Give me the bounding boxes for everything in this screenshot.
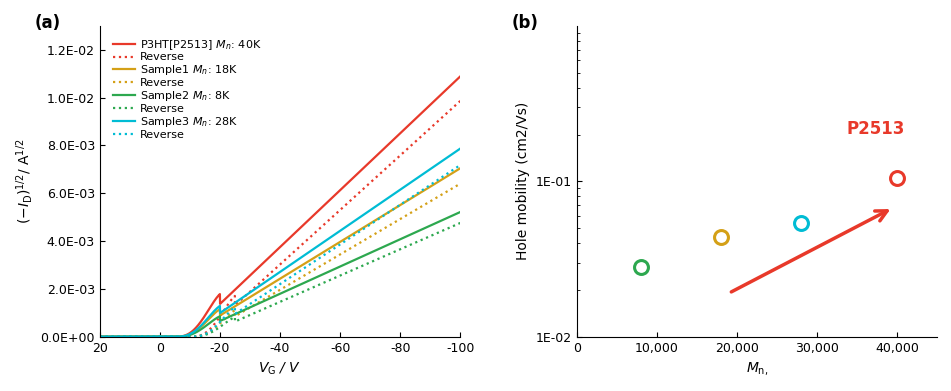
Reverse (378, 254, 389, 259)
Sample2 $M_n$: 8K: (-96.5, 0.00501): 8K: (-96.5, 0.00501) (444, 215, 456, 219)
Reverse (444, 108, 456, 113)
Sample1 $M_n$: 18K: (-96.5, 0.00677): 18K: (-96.5, 0.00677) (444, 172, 456, 177)
Sample1 $M_n$: 18K: (-100, 0.00705): 18K: (-100, 0.00705) (455, 166, 466, 170)
Sample3 $M_n$: 28K: (-96.5, 0.00757): 28K: (-96.5, 0.00757) (444, 153, 456, 158)
Sample1 $M_n$: 18K: (20, 0): 18K: (20, 0) (94, 334, 106, 339)
Reverse (444, 225, 456, 230)
Sample3 $M_n$: 28K: (-96.5, 0.00756): 28K: (-96.5, 0.00756) (444, 154, 456, 158)
Sample3 $M_n$: 28K: (-100, 0.00787): 28K: (-100, 0.00787) (455, 146, 466, 151)
Sample2 $M_n$: 8K: (-35.2, 0.00152): 8K: (-35.2, 0.00152) (260, 298, 271, 303)
P3HT[P2513] $M_n$: 40K: (-35.2, 0.00317): 40K: (-35.2, 0.00317) (260, 258, 271, 263)
Y-axis label: Hole mobility (cm2/Vs): Hole mobility (cm2/Vs) (516, 102, 530, 260)
Reverse (378, 168, 389, 173)
Reverse (260, 306, 271, 310)
Reverse (94, 334, 106, 339)
Sample2 $M_n$: 8K: (-74.5, 0.00376): 8K: (-74.5, 0.00376) (378, 244, 389, 249)
P3HT[P2513] $M_n$: 40K: (-96.5, 0.0105): 40K: (-96.5, 0.0105) (444, 84, 456, 89)
Sample1 $M_n$: 18K: (-35.2, 0.00205): 18K: (-35.2, 0.00205) (260, 285, 271, 290)
Reverse (444, 170, 456, 174)
Line: Reverse: Reverse (100, 223, 460, 337)
P3HT[P2513] $M_n$: 40K: (-96.5, 0.0105): 40K: (-96.5, 0.0105) (444, 84, 456, 89)
Reverse (260, 291, 271, 296)
Sample1 $M_n$: 18K: (-38.3, 0.0023): 18K: (-38.3, 0.0023) (269, 280, 281, 284)
P3HT[P2513] $M_n$: 40K: (-100, 0.0109): 40K: (-100, 0.0109) (455, 74, 466, 79)
Sample3 $M_n$: 28K: (13.9, 0): 28K: (13.9, 0) (112, 334, 124, 339)
Reverse (269, 285, 281, 290)
P3HT[P2513] $M_n$: 40K: (-38.3, 0.00355): 40K: (-38.3, 0.00355) (269, 249, 281, 254)
Sample1 $M_n$: 18K: (-96.5, 0.00678): 18K: (-96.5, 0.00678) (444, 172, 456, 177)
Y-axis label: $(-I_\mathrm{D})^{1/2}$/ A$^{1/2}$: $(-I_\mathrm{D})^{1/2}$/ A$^{1/2}$ (14, 139, 35, 224)
Reverse (94, 334, 106, 339)
Reverse (455, 221, 466, 225)
Reverse (260, 296, 271, 301)
Reverse (444, 225, 456, 230)
Reverse (444, 188, 456, 192)
Sample3 $M_n$: 28K: (-38.3, 0.00257): 28K: (-38.3, 0.00257) (269, 273, 281, 278)
Reverse (112, 334, 124, 339)
Text: P2513: P2513 (846, 120, 905, 138)
Reverse (112, 334, 124, 339)
Reverse (455, 181, 466, 186)
Reverse (455, 163, 466, 167)
Sample2 $M_n$: 8K: (-100, 0.00522): 8K: (-100, 0.00522) (455, 210, 466, 214)
Line: Reverse: Reverse (100, 184, 460, 337)
Line: Sample1 $M_n$: 18K: Sample1 $M_n$: 18K (100, 168, 460, 337)
Line: P3HT[P2513] $M_n$: 40K: P3HT[P2513] $M_n$: 40K (100, 76, 460, 337)
Line: Reverse: Reverse (100, 165, 460, 337)
Reverse (269, 291, 281, 295)
Reverse (378, 213, 389, 218)
Reverse (94, 334, 106, 339)
P3HT[P2513] $M_n$: 40K: (-74.5, 0.00785): 40K: (-74.5, 0.00785) (378, 147, 389, 151)
Sample3 $M_n$: 28K: (-74.5, 0.00567): 28K: (-74.5, 0.00567) (378, 199, 389, 203)
Sample2 $M_n$: 8K: (20, 0): 8K: (20, 0) (94, 334, 106, 339)
Sample2 $M_n$: 8K: (-38.3, 0.0017): 8K: (-38.3, 0.0017) (269, 294, 281, 298)
Line: Reverse: Reverse (100, 101, 460, 337)
Reverse (378, 226, 389, 231)
Reverse (269, 302, 281, 307)
Reverse (112, 334, 124, 339)
Sample3 $M_n$: 28K: (-35.2, 0.00229): 28K: (-35.2, 0.00229) (260, 280, 271, 284)
Text: (a): (a) (35, 14, 61, 32)
Reverse (260, 275, 271, 280)
Reverse (444, 108, 456, 113)
Sample3 $M_n$: 28K: (20, 0): 28K: (20, 0) (94, 334, 106, 339)
Reverse (112, 334, 124, 339)
Reverse (444, 170, 456, 174)
Reverse (269, 267, 281, 271)
Sample1 $M_n$: 18K: (-74.5, 0.00508): 18K: (-74.5, 0.00508) (378, 213, 389, 217)
X-axis label: $V_\mathrm{G}$ / V: $V_\mathrm{G}$ / V (259, 360, 301, 377)
Reverse (444, 188, 456, 192)
Line: Sample3 $M_n$: 28K: Sample3 $M_n$: 28K (100, 149, 460, 337)
Text: (b): (b) (512, 14, 538, 32)
P3HT[P2513] $M_n$: 40K: (20, 0): 40K: (20, 0) (94, 334, 106, 339)
Reverse (455, 99, 466, 103)
X-axis label: $M_\mathrm{n,}$: $M_\mathrm{n,}$ (746, 360, 768, 377)
Line: Sample2 $M_n$: 8K: Sample2 $M_n$: 8K (100, 212, 460, 337)
Legend: P3HT[P2513] $M_n$: 40K, Reverse, Sample1 $M_n$: 18K, Reverse, Sample2 $M_n$: 8K,: P3HT[P2513] $M_n$: 40K, Reverse, Sample1… (112, 38, 262, 140)
Sample2 $M_n$: 8K: (13.9, 0): 8K: (13.9, 0) (112, 334, 124, 339)
P3HT[P2513] $M_n$: 40K: (13.9, 0): 40K: (13.9, 0) (112, 334, 124, 339)
Sample2 $M_n$: 8K: (-96.5, 0.00502): 8K: (-96.5, 0.00502) (444, 214, 456, 219)
Reverse (94, 334, 106, 339)
Sample1 $M_n$: 18K: (13.9, 0): 18K: (13.9, 0) (112, 334, 124, 339)
